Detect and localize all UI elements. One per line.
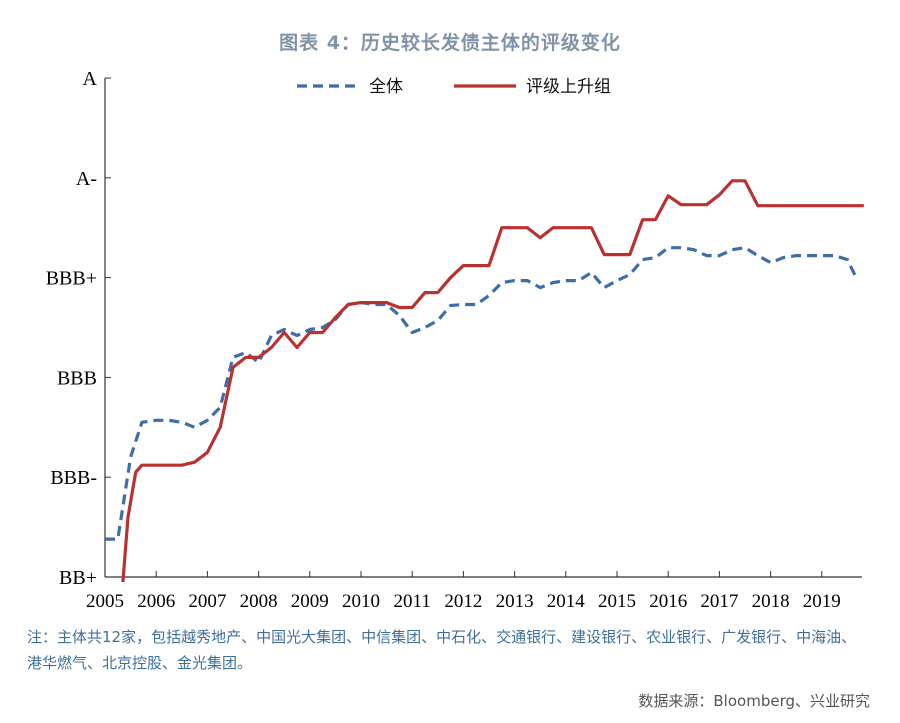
x-tick-label: 2009: [291, 591, 329, 612]
y-tick-label: BBB-: [50, 467, 97, 489]
chart-title: 图表 4：历史较长发债主体的评级变化: [279, 32, 621, 54]
y-tick-label: BBB: [57, 367, 97, 389]
x-tick-label: 2017: [700, 591, 738, 612]
legend: 全体 评级上升组: [297, 77, 611, 97]
y-tick-label: BB+: [59, 567, 97, 589]
y-tick-label: BBB+: [46, 268, 97, 290]
x-tick-label: 2018: [752, 591, 790, 612]
source-text: 数据来源：Bloomberg、兴业研究: [638, 692, 870, 710]
x-tick-label: 2005: [86, 591, 124, 612]
y-axis-ticks: BB+ BBB- BBB BBB+ A- A: [46, 68, 111, 589]
x-tick-label: 2006: [137, 591, 175, 612]
x-tick-label: 2013: [496, 591, 534, 612]
x-tick-label: 2015: [598, 591, 636, 612]
x-tick-label: 2007: [188, 591, 226, 612]
series-line-all: [105, 246, 857, 541]
x-tick-label: 2011: [394, 591, 431, 612]
x-axis-ticks: 2005 2006 2007 2008 2009 2010 2011 2012 2013 2014…: [86, 571, 841, 612]
x-tick-label: 2010: [342, 591, 380, 612]
x-tick-label: 2012: [444, 591, 482, 612]
chart-note: 注：主体共12家，包括越秀地产、中国光大集团、中信集团、中石化、交通银行、建设银…: [27, 628, 857, 672]
legend-label: 评级上升组: [526, 77, 611, 97]
series-lines: [105, 179, 864, 583]
axes: [104, 78, 862, 578]
y-tick-label: A: [83, 68, 98, 90]
series-line-upgraded: [121, 179, 864, 583]
x-tick-label: 2014: [547, 591, 586, 612]
y-tick-label: A-: [76, 168, 97, 190]
x-tick-label: 2019: [803, 591, 841, 612]
x-tick-label: 2008: [240, 591, 278, 612]
legend-label: 全体: [369, 77, 403, 97]
x-tick-label: 2016: [649, 591, 687, 612]
